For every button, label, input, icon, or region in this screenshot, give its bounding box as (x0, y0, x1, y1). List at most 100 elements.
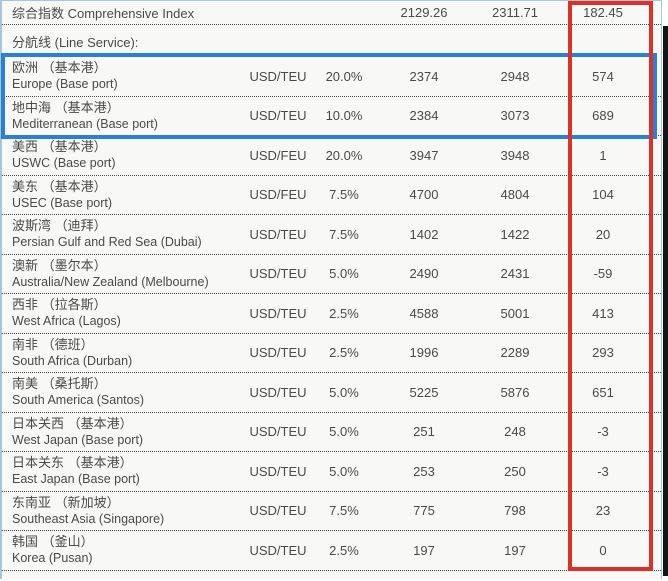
route-previous-value: 1996 (409, 345, 439, 361)
route-name-english: South America (Santos) (12, 393, 145, 408)
route-previous-value: 5225 (409, 384, 439, 400)
route-previous-value: 775 (413, 503, 435, 519)
route-current-value: 248 (504, 424, 526, 440)
route-name-english: East Japan (Base port) (12, 472, 140, 487)
route-previous-value: 2374 (409, 68, 439, 84)
route-row: 南美 （桑托斯） South America (Santos) USD/TEU … (2, 373, 661, 413)
route-weight-cell: 2.5% (329, 305, 359, 321)
route-previous-value: 197 (413, 542, 435, 558)
route-unit-cell: USD/TEU (249, 463, 307, 479)
route-name-chinese: 日本关东 （基本港） (12, 455, 133, 471)
route-name-chinese: 波斯湾 （迪拜） (12, 218, 107, 234)
route-name-english: South Africa (Durban) (12, 353, 133, 368)
route-row: 美东 （基本港） USEC (Base port) USD/FEU 7.5% 4… (2, 175, 661, 215)
route-change-value: 651 (592, 384, 614, 400)
route-change-value: 104 (592, 187, 614, 203)
route-current-value: 2431 (500, 266, 530, 282)
route-current-value: 5001 (500, 305, 530, 321)
route-weight-cell: 7.5% (329, 503, 359, 519)
route-row: 韩国 （釜山） Korea (Pusan) USD/TEU 2.5% 197 1… (2, 531, 661, 571)
route-weight-cell: 7.5% (329, 226, 359, 242)
route-previous-value: 1402 (409, 226, 439, 242)
route-current-value: 197 (504, 542, 526, 558)
route-name-cell: 东南亚 （新加坡） Southeast Asia (Singapore) (2, 492, 247, 531)
route-name-chinese: 澳新 （墨尔本） (12, 257, 107, 273)
route-name-cell: 南美 （桑托斯） South America (Santos) (2, 373, 247, 412)
route-name-english: USWC (Base port) (12, 156, 116, 171)
line-service-section-row: 分航线 (Line Service): (2, 25, 661, 57)
route-name-chinese: 南非 （德班） (12, 336, 94, 352)
route-row: 地中海 （基本港） Mediterranean (Base port) USD/… (2, 96, 661, 136)
line-service-label: 分航线 (Line Service): (12, 34, 139, 50)
route-previous-value: 3947 (409, 147, 439, 163)
route-current-value: 4804 (500, 187, 530, 203)
comprehensive-weight-cell (309, 1, 379, 24)
route-previous-value: 4700 (409, 187, 439, 203)
route-name-english: Europe (Base port) (12, 77, 118, 92)
route-unit-cell: USD/TEU (249, 108, 307, 124)
screenshot-right-edge-strip (663, 26, 668, 576)
route-name-cell: 韩国 （釜山） Korea (Pusan) (2, 531, 247, 570)
route-name-cell: 地中海 （基本港） Mediterranean (Base port) (2, 97, 247, 136)
route-current-value: 3073 (500, 108, 530, 124)
route-weight-cell: 2.5% (329, 542, 359, 558)
route-name-english: USEC (Base port) (12, 195, 113, 210)
route-name-english: West Japan (Base port) (12, 432, 144, 447)
route-name-cell: 日本关东 （基本港） East Japan (Base port) (2, 452, 247, 491)
route-current-value: 2948 (500, 68, 530, 84)
route-weight-cell: 5.0% (329, 463, 359, 479)
route-unit-cell: USD/TEU (249, 424, 307, 440)
route-name-chinese: 欧洲 （基本港） (12, 60, 107, 76)
route-name-chinese: 东南亚 （新加坡） (12, 494, 120, 510)
route-current-value: 798 (504, 503, 526, 519)
route-name-english: Mediterranean (Base port) (12, 116, 158, 131)
route-change-value: 689 (592, 108, 614, 124)
route-name-chinese: 韩国 （釜山） (12, 534, 94, 550)
route-name-chinese: 西非 （拉各斯） (12, 297, 107, 313)
route-weight-cell: 5.0% (329, 266, 359, 282)
comprehensive-previous-value: 2129.26 (400, 5, 448, 20)
comprehensive-current-value: 2311.71 (491, 5, 539, 20)
route-name-cell: 澳新 （墨尔本） Australia/New Zealand (Melbourn… (2, 255, 247, 294)
route-unit-cell: USD/TEU (249, 542, 307, 558)
route-name-chinese: 美西 （基本港） (12, 139, 107, 155)
comprehensive-index-row: 综合指数 Comprehensive Index 2129.26 2311.71… (2, 1, 661, 25)
route-previous-value: 4588 (409, 305, 439, 321)
route-current-value: 3948 (500, 147, 530, 163)
route-unit-cell: USD/TEU (249, 384, 307, 400)
comprehensive-unit-cell (247, 1, 309, 24)
route-name-cell: 欧洲 （基本港） Europe (Base port) (2, 57, 247, 96)
route-row: 南非 （德班） South Africa (Durban) USD/TEU 2.… (2, 333, 661, 373)
route-previous-value: 253 (413, 463, 435, 479)
route-previous-value: 2384 (409, 108, 439, 124)
route-change-value: 20 (595, 226, 611, 242)
route-current-value: 250 (504, 463, 526, 479)
route-weight-cell: 5.0% (329, 384, 359, 400)
route-row: 波斯湾 （迪拜） Persian Gulf and Red Sea (Dubai… (2, 215, 661, 255)
route-unit-cell: USD/TEU (249, 266, 307, 282)
route-change-value: 574 (592, 68, 614, 84)
route-weight-cell: 5.0% (329, 424, 359, 440)
route-previous-value: 251 (413, 424, 435, 440)
route-weight-cell: 10.0% (325, 108, 363, 124)
route-unit-cell: USD/TEU (249, 345, 307, 361)
route-name-cell: 日本关西 （基本港） West Japan (Base port) (2, 413, 247, 452)
route-change-value: 23 (595, 503, 611, 519)
route-unit-cell: USD/TEU (249, 503, 307, 519)
route-unit-cell: USD/TEU (249, 305, 307, 321)
route-name-chinese: 日本关西 （基本港） (12, 415, 133, 431)
route-change-value: 413 (592, 305, 614, 321)
route-name-cell: 美东 （基本港） USEC (Base port) (2, 176, 247, 215)
route-change-value: 293 (592, 345, 614, 361)
route-unit-cell: USD/FEU (249, 147, 307, 163)
route-current-value: 5876 (500, 384, 530, 400)
route-name-cell: 西非 （拉各斯） West Africa (Lagos) (2, 294, 247, 333)
route-unit-cell: USD/TEU (249, 226, 307, 242)
table-bottom-spacer (2, 570, 661, 580)
route-name-english: West Africa (Lagos) (12, 314, 121, 329)
route-name-english: Korea (Pusan) (12, 551, 93, 566)
route-current-value: 1422 (500, 226, 530, 242)
comprehensive-index-label: 综合指数 Comprehensive Index (12, 6, 195, 21)
